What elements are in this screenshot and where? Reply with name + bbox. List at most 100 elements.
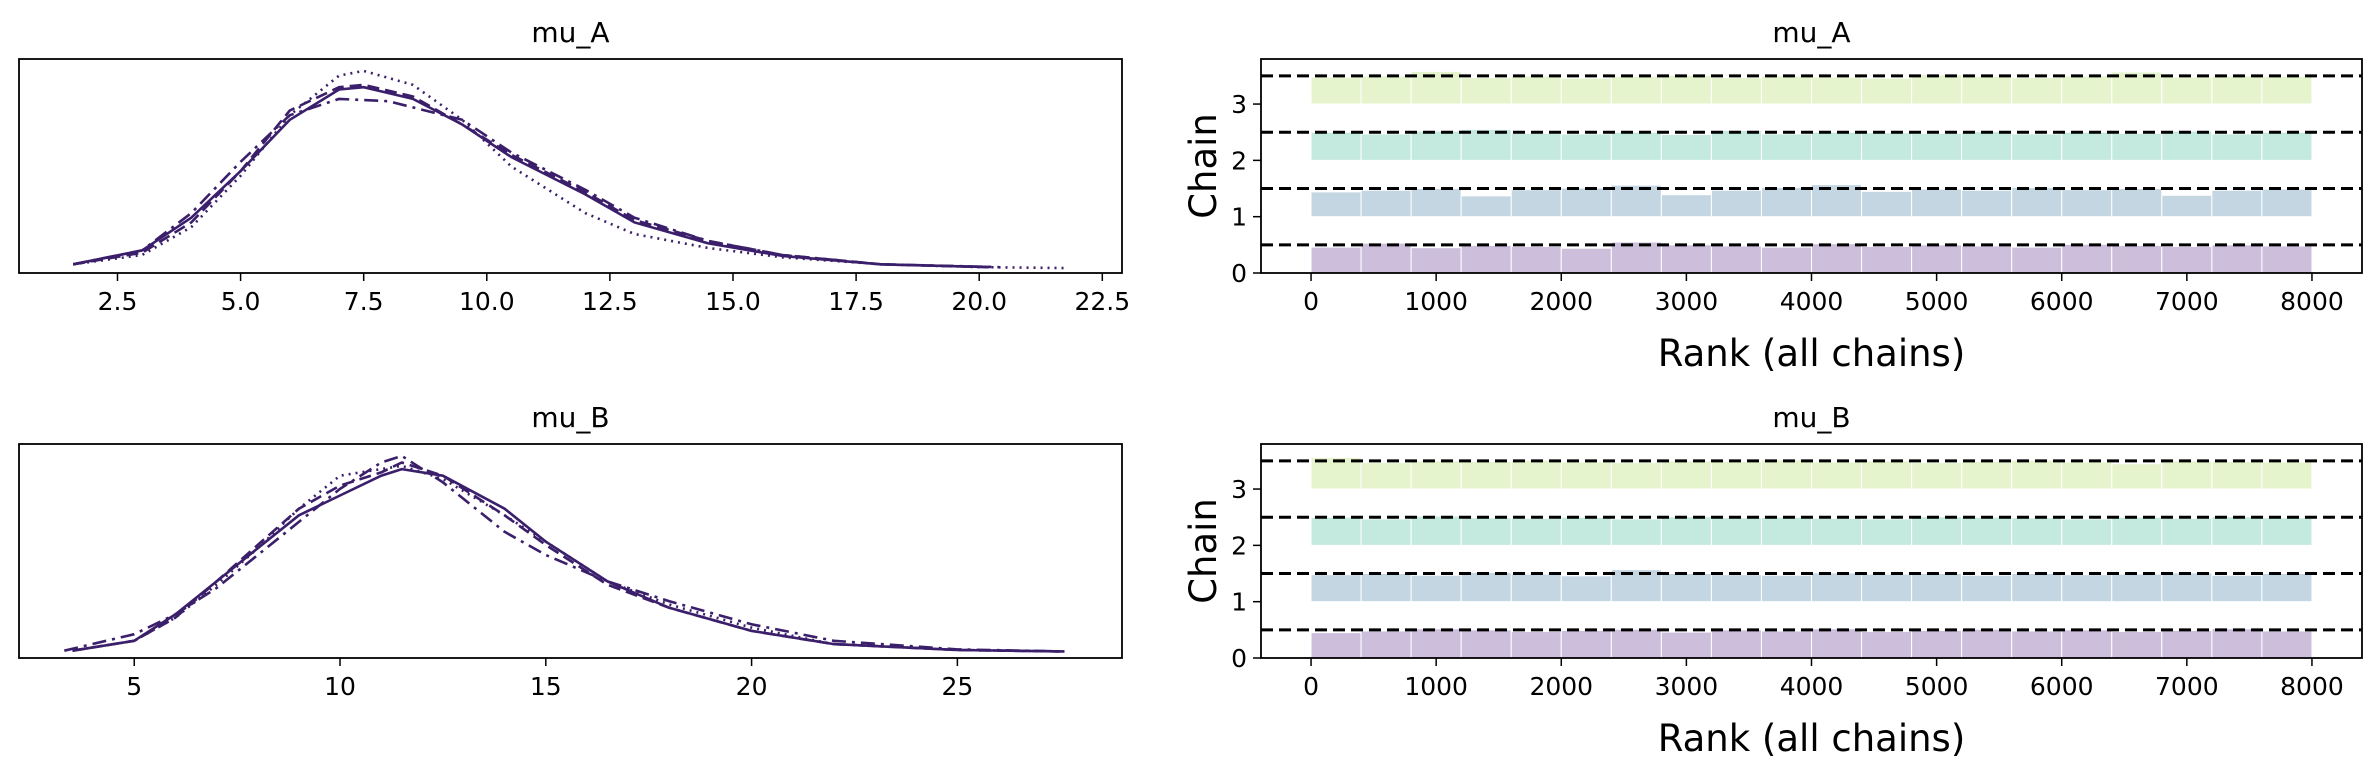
y-tick-label: 1 [1231, 203, 1247, 232]
x-tick-label: 0 [1303, 672, 1319, 701]
chain-2-bars [1310, 128, 2313, 161]
rank-bar [2061, 131, 2113, 161]
x-tick-label: 2000 [1529, 672, 1593, 701]
rank-bar [1961, 245, 2013, 274]
axes-frame [18, 58, 1123, 274]
rank-bar [1510, 631, 1562, 659]
rank-bar [1310, 457, 1362, 490]
rank-bar [1610, 241, 1662, 274]
rank-bar [1961, 574, 2013, 603]
rank-bar [2211, 574, 2263, 603]
x-tick-label: 25 [941, 672, 973, 701]
rank-bar [2011, 77, 2063, 105]
rank-bar [1861, 518, 1913, 546]
panel-4: 0 1 2 3 Rank (all chains) Chain 0 1000 2000 3000 4… [1182, 401, 2363, 760]
rank-bar [1760, 516, 1813, 546]
rank-bar [1911, 629, 1963, 659]
rank-bar [2011, 133, 2063, 161]
rank-bar [1510, 246, 1562, 274]
y-tick-label: 3 [1231, 475, 1247, 504]
rank-bar [1360, 75, 1412, 105]
rank-bar [2261, 131, 2313, 161]
rank-bar [1760, 133, 1813, 161]
panel-title: mu_A [531, 16, 609, 49]
x-axis-label: Rank (all chains) [1658, 332, 1966, 375]
rank-bar [2211, 244, 2263, 274]
kde-line-dashed [72, 83, 990, 269]
rank-bar [2061, 518, 2113, 546]
rank-bar [2111, 188, 2163, 218]
rank-bar [2061, 189, 2113, 218]
rank-bar [1510, 573, 1562, 603]
rank-bar [1710, 629, 1762, 659]
rank-bar [1510, 189, 1562, 218]
rank-bar [1861, 190, 1913, 218]
x-tick-label: 7000 [2155, 672, 2219, 701]
x-tick-label: 20.0 [951, 287, 1007, 316]
rank-bar [1410, 574, 1462, 603]
x-tick-label: 4000 [1780, 672, 1844, 701]
kde-line-dashdot [72, 97, 999, 269]
rank-bar [1861, 460, 1913, 490]
rank-bar [1610, 462, 1662, 490]
y-axis-label: Chain [1182, 113, 1225, 219]
rank-bar [1911, 244, 1963, 274]
rank-bar [1660, 244, 1712, 274]
x-tick-label: 1000 [1404, 672, 1468, 701]
rank-bar [1660, 516, 1712, 546]
rank-bar [1410, 70, 1462, 105]
rank-bar [1710, 130, 1762, 161]
x-tick-label: 0 [1303, 287, 1319, 316]
x-tick-label: 6000 [2030, 672, 2094, 701]
rank-bar [1760, 186, 1813, 218]
kde-line-dotted [72, 464, 1065, 653]
rank-bar [2211, 460, 2263, 490]
rank-bar [1710, 574, 1762, 603]
x-tick-label: 1000 [1404, 287, 1468, 316]
rank-bar [1310, 246, 1362, 274]
rank-bar [1410, 515, 1462, 546]
rank-bar [1710, 517, 1762, 546]
chain-3-bars [1310, 70, 2313, 105]
axes-frame [18, 443, 1123, 659]
y-tick-label: 0 [1231, 644, 1247, 673]
rank-bar [1811, 517, 1863, 546]
rank-bar [2061, 243, 2113, 274]
rank-bar [1510, 459, 1562, 490]
rank-bar [1510, 75, 1562, 105]
rank-bar [1961, 628, 2013, 659]
rank-bar [1460, 244, 1512, 274]
chain-1-bars [1310, 184, 2313, 218]
rank-bar [2211, 75, 2263, 105]
rank-bar [1360, 573, 1412, 603]
rank-bar [2111, 132, 2163, 161]
rank-bar [2111, 244, 2163, 274]
panel-title: mu_B [1772, 401, 1850, 434]
rank-bar [1460, 517, 1512, 546]
rank-bar [1410, 130, 1462, 161]
x-tick-label: 17.5 [828, 287, 884, 316]
x-tick-label: 3000 [1655, 287, 1719, 316]
rank-bar [1410, 247, 1462, 274]
rank-bar [1911, 573, 1963, 603]
rank-bar [1310, 131, 1362, 161]
rank-bar [1961, 131, 2013, 161]
x-tick-label: 5.0 [221, 287, 261, 316]
axes-frame [1260, 58, 2363, 274]
rank-bar [2161, 517, 2213, 546]
x-tick-label: 3000 [1655, 672, 1719, 701]
panel-2: 0 1 2 3 Rank (all chains) Chain 0 1000 2000 3000 4… [1182, 16, 2363, 375]
rank-bar [1811, 76, 1863, 105]
rank-bar [2111, 516, 2163, 546]
rank-bar [1310, 632, 1362, 659]
rank-bar [1610, 184, 1662, 218]
rank-bar [1660, 460, 1712, 490]
rank-bar [1710, 245, 1762, 274]
rank-bar [1560, 187, 1612, 218]
rank-bar [1310, 76, 1362, 105]
rank-bar [1760, 630, 1813, 659]
rank-bar [1560, 77, 1612, 105]
rank-bar [2261, 188, 2313, 218]
rank-bar [1360, 189, 1412, 218]
rank-bar [1660, 194, 1712, 218]
